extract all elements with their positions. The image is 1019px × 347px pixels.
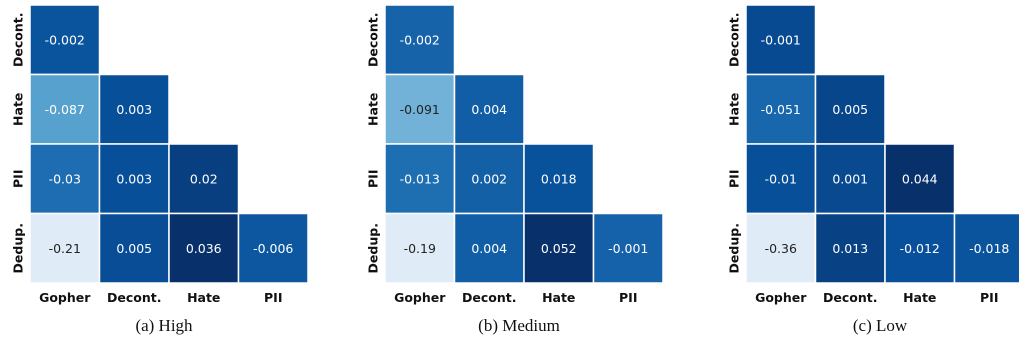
- cell-value-label: -0.03: [49, 171, 81, 186]
- cell-value-label: 0.001: [832, 171, 868, 186]
- cell-value-label: 0.013: [832, 241, 868, 256]
- heatmap-cell: [884, 143, 956, 215]
- col-tick-label: Decont.: [823, 290, 877, 305]
- heatmap-cell: [814, 73, 886, 145]
- heatmap-cell: [384, 73, 456, 145]
- cell-value-label: -0.006: [253, 241, 293, 256]
- row-tick-label: Dedup.: [366, 223, 381, 273]
- heatmap-cell: [98, 73, 170, 145]
- heatmap-cell: [384, 212, 456, 284]
- col-tick-label: Gopher: [755, 290, 807, 305]
- row-tick-label: Hate: [11, 93, 26, 126]
- heatmap-cell: [29, 212, 101, 284]
- heatmap-cell: [384, 4, 456, 76]
- row-tick-label: Decont.: [727, 13, 742, 67]
- row-tick-label: Hate: [727, 93, 742, 126]
- row-tick-label: Dedup.: [727, 223, 742, 273]
- cell-value-label: 0.004: [471, 241, 507, 256]
- heatmap-cell: [29, 73, 101, 145]
- heatmap-cell: [453, 212, 525, 284]
- heatmap-cell: [953, 212, 1019, 284]
- col-tick-label: Hate: [903, 290, 936, 305]
- cell-value-label: 0.036: [186, 241, 222, 256]
- cell-value-label: 0.005: [832, 102, 868, 117]
- heatmap-cell: [29, 4, 101, 76]
- col-tick-label: PII: [619, 290, 637, 305]
- heatmap-cell: [592, 212, 664, 284]
- cell-value-label: 0.004: [471, 102, 507, 117]
- cell-value-label: 0.003: [116, 171, 152, 186]
- heatmap-cell: [523, 143, 595, 215]
- cell-value-label: -0.018: [969, 241, 1009, 256]
- cell-value-label: -0.013: [400, 171, 440, 186]
- col-tick-label: PII: [980, 290, 998, 305]
- heatmap-cell: [98, 212, 170, 284]
- heatmap-cell: [523, 212, 595, 284]
- cell-value-label: -0.002: [400, 32, 440, 47]
- row-tick-label: PII: [366, 170, 381, 188]
- col-tick-label: Decont.: [462, 290, 516, 305]
- heatmap-cell: [384, 143, 456, 215]
- cell-value-label: 0.052: [541, 241, 577, 256]
- cell-value-label: -0.01: [765, 171, 797, 186]
- row-tick-label: Dedup.: [11, 223, 26, 273]
- col-tick-label: Hate: [542, 290, 575, 305]
- heatmap-cell: [884, 212, 956, 284]
- cell-value-label: -0.091: [400, 102, 440, 117]
- heatmap-cell: [745, 212, 817, 284]
- panel-caption: (b) Medium: [478, 316, 560, 335]
- heatmap-cell: [745, 73, 817, 145]
- heatmap-cell: [745, 4, 817, 76]
- row-tick-label: PII: [11, 170, 26, 188]
- cell-value-label: 0.005: [116, 241, 152, 256]
- panel-caption: (c) Low: [853, 316, 908, 335]
- cell-value-label: -0.087: [45, 102, 85, 117]
- cell-value-label: -0.001: [761, 32, 801, 47]
- heatmap-cell: [237, 212, 309, 284]
- cell-value-label: -0.36: [765, 241, 797, 256]
- heatmap-cell: [814, 212, 886, 284]
- cell-value-label: -0.001: [608, 241, 648, 256]
- cell-value-label: 0.02: [190, 171, 218, 186]
- cell-value-label: 0.003: [116, 102, 152, 117]
- cell-value-label: -0.19: [404, 241, 436, 256]
- col-tick-label: Hate: [187, 290, 220, 305]
- heatmap-cell: [168, 212, 240, 284]
- cell-value-label: -0.002: [45, 32, 85, 47]
- row-tick-label: Decont.: [11, 13, 26, 67]
- heatmap-panel-3: -0.001 -0.051 0.005 -0.01 0.001 0.044 -0.36 0.0…: [727, 4, 1019, 335]
- panel-caption: (a) High: [135, 316, 193, 335]
- cell-value-label: 0.018: [541, 171, 577, 186]
- cell-value-label: 0.044: [902, 171, 938, 186]
- heatmap-panel-1: -0.002 -0.087 0.003 -0.03 0.003 0.02 -0.21 0.00…: [11, 4, 309, 335]
- col-tick-label: Decont.: [107, 290, 161, 305]
- col-tick-label: Gopher: [39, 290, 91, 305]
- cell-value-label: -0.21: [49, 241, 81, 256]
- heatmap-cell: [168, 143, 240, 215]
- col-tick-label: Gopher: [394, 290, 446, 305]
- cell-value-label: -0.051: [761, 102, 801, 117]
- cell-value-label: -0.012: [900, 241, 940, 256]
- cell-value-label: 0.002: [471, 171, 507, 186]
- row-tick-label: Decont.: [366, 13, 381, 67]
- col-tick-label: PII: [264, 290, 282, 305]
- heatmap-panel-2: -0.002 -0.091 0.004 -0.013 0.002 0.018 -0.19 0.…: [366, 4, 664, 335]
- row-tick-label: PII: [727, 170, 742, 188]
- row-tick-label: Hate: [366, 93, 381, 126]
